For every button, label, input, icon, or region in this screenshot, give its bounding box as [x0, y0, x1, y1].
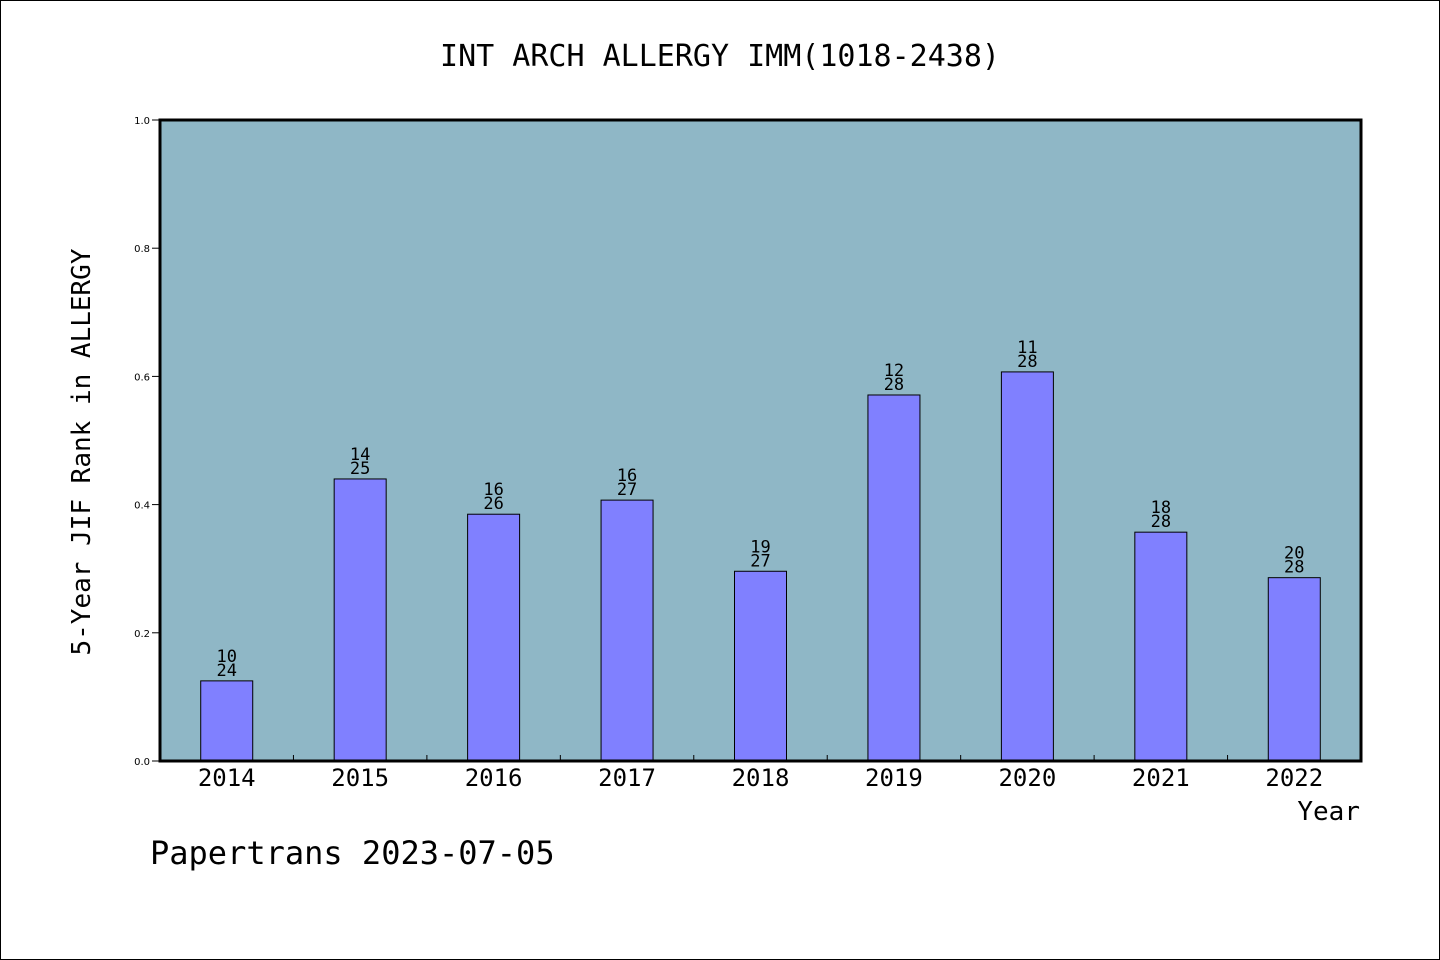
x-tick-label: 2020	[998, 764, 1056, 792]
total-label: 28	[1017, 352, 1037, 372]
rank-label: 14	[350, 445, 370, 465]
rank-label: 19	[750, 537, 770, 557]
total-label: 28	[884, 375, 904, 395]
bar-2014	[200, 680, 254, 762]
x-tick-label: 2022	[1265, 764, 1323, 792]
bar-2020	[1000, 371, 1054, 762]
rank-label: 16	[617, 466, 637, 486]
bar-2022	[1267, 577, 1321, 762]
bar-2018	[734, 570, 787, 762]
total-label: 28	[1151, 512, 1171, 532]
y-tick-label: 0.2	[134, 629, 150, 640]
rank-label: 16	[483, 480, 503, 500]
total-label: 27	[750, 551, 770, 571]
y-tick-label: 0.6	[134, 372, 150, 383]
y-tick-label: 0.4	[134, 501, 150, 512]
y-tick-label: 1.0	[134, 116, 150, 127]
total-label: 28	[1284, 558, 1304, 578]
plot-border	[158, 118, 1363, 763]
total-label: 25	[350, 459, 370, 479]
bar-2019	[867, 394, 921, 762]
bar-2021	[1134, 531, 1188, 762]
total-label: 26	[483, 494, 503, 514]
x-tick-label: 2016	[465, 764, 523, 792]
chart-title: INT ARCH ALLERGY IMM(1018-2438)	[440, 39, 1000, 74]
x-tick-label: 2019	[865, 764, 923, 792]
rank-label: 11	[1017, 338, 1037, 358]
rank-label: 10	[216, 647, 236, 667]
y-tick-label: 0.0	[134, 757, 150, 768]
rank-label: 18	[1151, 498, 1171, 518]
x-tick-label: 2017	[598, 764, 656, 792]
rank-label: 20	[1284, 544, 1304, 564]
y-tick-label: 0.8	[134, 244, 150, 255]
x-tick-label: 2015	[331, 764, 389, 792]
x-axis-label: Year	[1297, 797, 1360, 827]
bar-2017	[600, 499, 654, 762]
footer-credit: Papertrans 2023-07-05	[150, 834, 555, 872]
y-axis-ticks: 0.0 0.2 0.4 0.6 0.8 1.0	[134, 116, 160, 768]
rank-label: 12	[884, 361, 904, 381]
x-tick-label: 2018	[732, 764, 790, 792]
bar-2015	[333, 478, 387, 762]
x-tick-label: 2014	[198, 764, 256, 792]
x-axis-ticks: 2014 2015 2016 2017 2018 2019 2020 2021 2022	[198, 755, 1323, 792]
x-tick-label: 2021	[1132, 764, 1190, 792]
bar-2016	[467, 513, 521, 762]
y-axis-label: 5-Year JIF Rank in ALLERGY	[67, 248, 97, 655]
total-label: 27	[617, 480, 637, 500]
total-label: 24	[216, 661, 236, 681]
